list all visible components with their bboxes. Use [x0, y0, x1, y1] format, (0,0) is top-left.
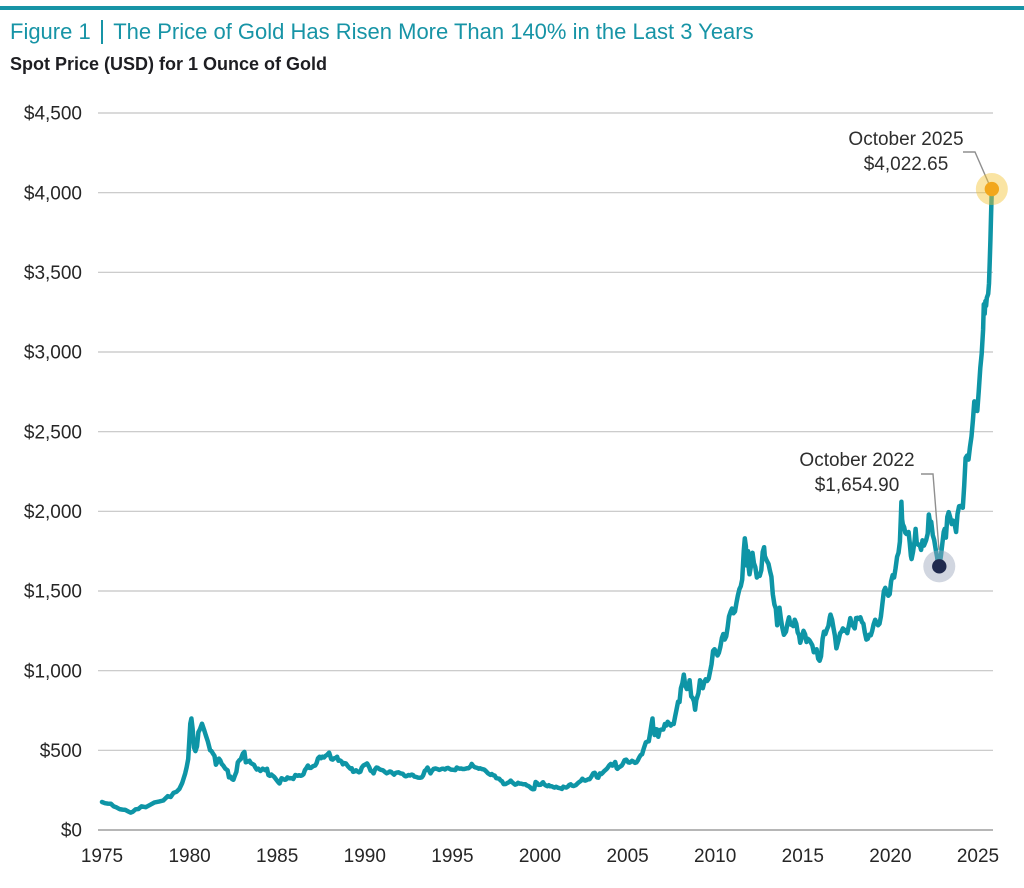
y-tick-label: $3,500 [24, 263, 82, 284]
top-rule [0, 6, 1024, 10]
x-tick-label: 2025 [957, 846, 999, 867]
x-tick-label: 2010 [694, 846, 736, 867]
x-tick-label: 2015 [782, 846, 824, 867]
x-axis-tick-labels: 1975 1980 1985 1990 1995 2000 2005 2010 2015 2020… [81, 846, 999, 867]
annotation-date-label: October 2025 [848, 129, 964, 150]
y-axis-tick-labels: $0 $500 $1,000 $1,500 $2,000 $2,500 $3,000 $3,5… [24, 104, 82, 842]
x-tick-label: 2020 [869, 846, 911, 867]
y-tick-label: $1,500 [24, 582, 82, 603]
figure-title-text: The Price of Gold Has Risen More Than 14… [113, 19, 754, 44]
chart-subtitle: Spot Price (USD) for 1 Ounce of Gold [10, 54, 328, 74]
annotation-date-label: October 2022 [799, 450, 915, 471]
annotation-oct-2025: October 2025 $4,022.65 [786, 127, 1024, 177]
annotation-data-points [923, 173, 1008, 583]
annotation-leader [921, 473, 940, 551]
annotation-dot [932, 559, 947, 574]
y-tick-label: $1,000 [24, 661, 82, 682]
y-tick-label: $2,500 [24, 422, 82, 443]
y-tick-label: $0 [61, 821, 82, 842]
y-tick-label: $4,000 [24, 183, 82, 204]
annotation-price-label: $1,654.90 [814, 475, 900, 496]
annotation-leader-lines [921, 151, 990, 551]
annotation-price-label: $4,022.65 [863, 154, 949, 175]
annotation-dot [984, 181, 1000, 197]
title-separator [100, 20, 104, 44]
x-tick-label: 1975 [81, 846, 123, 867]
x-tick-label: 1990 [344, 846, 386, 867]
figure-title: Figure 1 The Price of Gold Has Risen More… [10, 19, 754, 45]
x-tick-label: 2005 [606, 846, 648, 867]
x-tick-label: 1980 [168, 846, 210, 867]
y-tick-label: $500 [40, 741, 82, 762]
y-tick-label: $4,500 [24, 104, 82, 125]
gridlines [98, 112, 993, 831]
x-tick-label: 1995 [431, 846, 473, 867]
annotation-leader [963, 151, 990, 185]
y-tick-label: $3,000 [24, 343, 82, 364]
annotation-oct-2022: October 2022 $1,654.90 [737, 448, 977, 498]
x-tick-label: 1985 [256, 846, 298, 867]
figure-label: Figure 1 [10, 19, 91, 44]
x-tick-label: 2000 [519, 846, 561, 867]
y-tick-label: $2,000 [24, 502, 82, 523]
gold-price-line-series [99, 186, 995, 815]
